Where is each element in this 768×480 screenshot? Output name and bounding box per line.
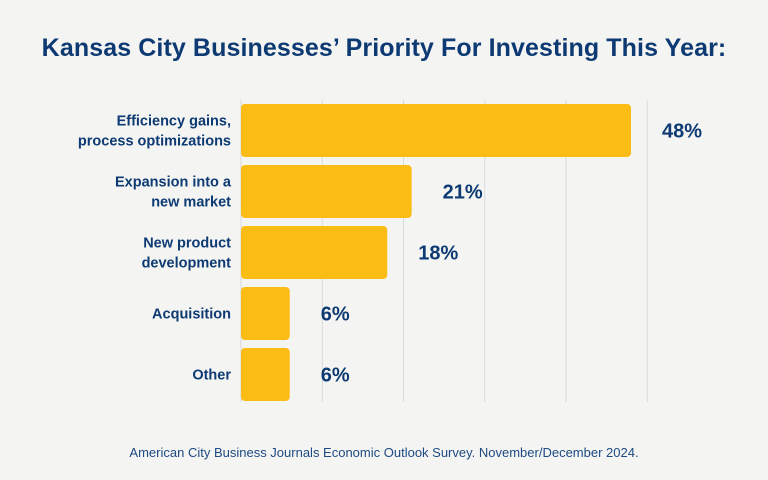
chart-title: Kansas City Businesses’ Priority For Inv…	[41, 34, 727, 62]
value-label: 6%	[321, 304, 350, 326]
category-label: Efficiency gains, process optimizations	[78, 114, 231, 150]
bar	[241, 104, 631, 157]
category-label: Expansion into a new market	[115, 175, 232, 211]
bar	[241, 348, 290, 401]
category-label: New product development	[142, 236, 232, 272]
value-label: 18%	[418, 243, 458, 265]
category-label: Other	[192, 368, 231, 384]
category-label: Acquisition	[152, 307, 231, 323]
bar	[241, 287, 290, 340]
source-note: American City Business Journals Economic…	[129, 445, 639, 460]
value-label: 6%	[321, 365, 350, 387]
bar	[241, 165, 412, 218]
value-label: 21%	[443, 182, 483, 204]
value-label: 48%	[662, 121, 702, 143]
bar	[241, 226, 388, 279]
